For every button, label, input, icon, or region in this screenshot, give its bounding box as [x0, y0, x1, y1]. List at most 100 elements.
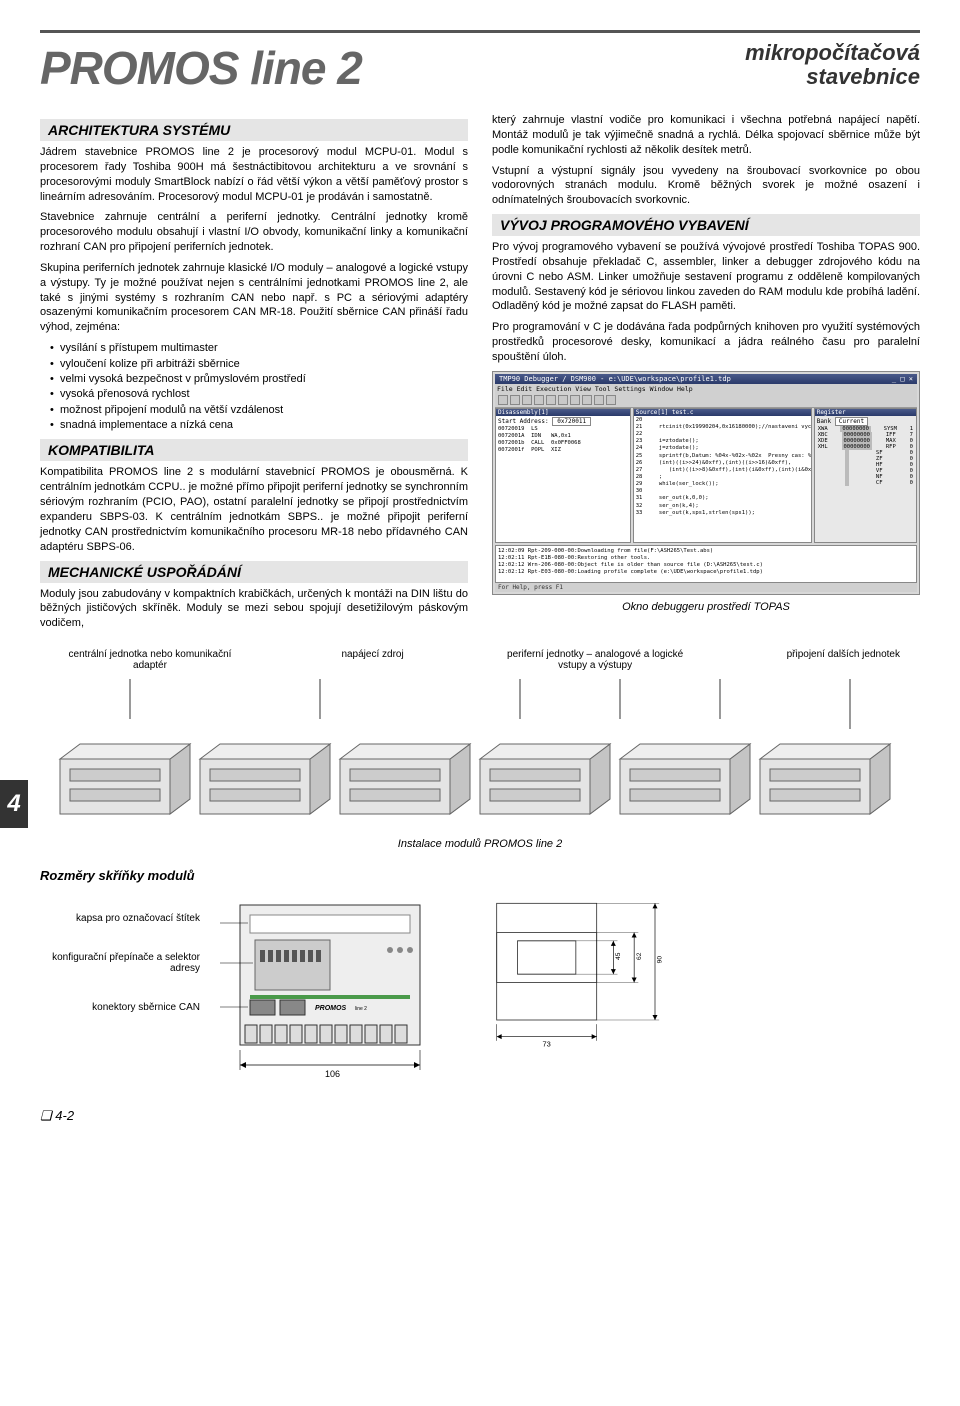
para: Vstupní a výstupní signály jsou vyvedeny…: [492, 164, 920, 209]
right-column: který zahrnuje vlastní vodiče pro komuni…: [492, 113, 920, 637]
tool-btn[interactable]: [606, 395, 616, 405]
tool-btn[interactable]: [582, 395, 592, 405]
src-line: 27 (int)((i>>8)&0xff),(int)(i&0xff),(int…: [636, 467, 809, 474]
src-line: 21 rtcinit(0x19990204,0x16180000);//nast…: [636, 424, 809, 431]
tool-btn[interactable]: [534, 395, 544, 405]
log-line: 12:02:12 Rpt-E03-080-00:Loading profile …: [498, 569, 914, 576]
modules-svg: [40, 679, 920, 829]
log-line: 12:02:12 Wrn-206-080-00:Object file is o…: [498, 562, 914, 569]
disassembly-pane: Disassembly[1] Start Address: 0x720011 0…: [495, 408, 631, 543]
src-line: 25 sprintf(b,Datum: %04x-%02x-%02x Presn…: [636, 453, 809, 460]
dim-label: kapsa pro označovací štítek: [40, 913, 200, 924]
dimensions-section: Rozměry skříňky modulů kapsa pro označov…: [40, 868, 920, 1088]
start-addr-input[interactable]: 0x720011: [552, 417, 591, 426]
log-line: 12:02:09 Rpt-209-000-00:Downloading from…: [498, 548, 914, 555]
disasm-line: 0072001f POPL XIZ: [498, 447, 628, 454]
register-pane: Register Bank Current XWA00000000SYSM1 X…: [814, 408, 917, 543]
src-line: 26 (int)((i>>24)&0xff),(int)((i>>16)&0xf…: [636, 460, 809, 467]
dim-title: Rozměry skříňky modulů: [40, 868, 920, 883]
tool-btn[interactable]: [510, 395, 520, 405]
disasm-line: 0072001A IDN WA,0x1: [498, 433, 628, 440]
para: Moduly jsou zabudovány v kompaktních kra…: [40, 587, 468, 632]
src-line: 30: [636, 488, 809, 495]
toolbar: [495, 394, 917, 408]
dim-106: 106: [325, 1069, 340, 1079]
src-line: 29 while(ser_lock());: [636, 481, 809, 488]
para: Pro programování v C je dodávána řada po…: [492, 320, 920, 365]
pane-title: Register: [815, 409, 916, 416]
modules-caption: Instalace modulů PROMOS line 2: [40, 838, 920, 850]
para: který zahrnuje vlastní vodiče pro komuni…: [492, 113, 920, 158]
src-line: 32 ser_on(k,4);: [636, 503, 809, 510]
disasm-line: 0072001b CALL 0x0FF0068: [498, 440, 628, 447]
bullet: vysoká přenosová rychlost: [50, 387, 468, 402]
fig-label: centrální jednotka nebo komunikační adap…: [60, 649, 240, 671]
front-view: PROMOS line 2: [220, 895, 460, 1088]
tool-btn[interactable]: [522, 395, 532, 405]
pane-title: Disassembly[1]: [496, 409, 630, 416]
dim-labels: kapsa pro označovací štítek konfigurační…: [40, 895, 200, 1013]
menu-bar[interactable]: File Edit Execution View Tool Settings W…: [495, 384, 917, 394]
dim-label: konfigurační přepínače a selektor adresy: [40, 952, 200, 974]
modules-figure: [40, 679, 920, 832]
section-mechanicke: MECHANICKÉ USPOŘÁDÁNÍ: [40, 561, 468, 583]
log-pane: 12:02:09 Rpt-209-000-00:Downloading from…: [495, 545, 917, 583]
window-titlebar: TMP90 Debugger / DSM900 - e:\UDE\workspa…: [495, 374, 917, 384]
bullet: vysílání s přístupem multimaster: [50, 341, 468, 356]
left-column: ARCHITEKTURA SYSTÉMU Jádrem stavebnice P…: [40, 113, 468, 637]
dim-90: 90: [657, 956, 664, 964]
dim-label: konektory sběrnice CAN: [40, 1002, 200, 1013]
side-page-num: 4: [0, 780, 28, 828]
side-view: 73 45 62 90: [480, 895, 680, 1056]
source-pane: Source[1] test.c 20 21 rtcinit(0x1999020…: [633, 408, 812, 543]
log-line: 12:02:11 Rpt-E1B-080-00:Restoring other …: [498, 555, 914, 562]
bullet: snadná implementace a nízká cena: [50, 418, 468, 433]
src-line: 20: [636, 417, 809, 424]
src-line: 28 ;: [636, 474, 809, 481]
footer-page: ❏ 4-2: [40, 1108, 920, 1124]
window-title: TMP90 Debugger / DSM900 - e:\UDE\workspa…: [499, 375, 731, 383]
src-line: 22: [636, 431, 809, 438]
statusbar: For Help, press F1: [495, 583, 917, 592]
disasm-line: 00720019 LS: [498, 426, 628, 433]
bullet: možnost připojení modulů na větší vzdále…: [50, 403, 468, 418]
logo-text: PROMOS: [315, 1005, 346, 1012]
title-main: PROMOS line 2: [40, 41, 362, 95]
screenshot-caption: Okno debuggeru prostředí TOPAS: [492, 601, 920, 613]
tool-btn[interactable]: [594, 395, 604, 405]
para: Pro vývoj programového vybavení se použí…: [492, 240, 920, 314]
tool-btn[interactable]: [498, 395, 508, 405]
tool-btn[interactable]: [570, 395, 580, 405]
window-controls[interactable]: _ □ ×: [892, 375, 913, 383]
top-divider: [40, 30, 920, 33]
para: Kompatibilita PROMOS line 2 s modulární …: [40, 465, 468, 554]
dim-45: 45: [615, 952, 622, 960]
fig-label: napájecí zdroj: [341, 649, 403, 671]
bank-select[interactable]: Current: [835, 417, 868, 426]
dim-62: 62: [636, 952, 643, 960]
tool-btn[interactable]: [546, 395, 556, 405]
para: Jádrem stavebnice PROMOS line 2 je proce…: [40, 145, 468, 204]
bullet: vyloučení kolize při arbitráži sběrnice: [50, 357, 468, 372]
src-line: 33 ser_out(k,sps1,strlen(sps1));: [636, 510, 809, 517]
tool-btn[interactable]: [558, 395, 568, 405]
logo-sub: line 2: [355, 1006, 367, 1012]
para: Skupina periferních jednotek zahrnuje kl…: [40, 261, 468, 335]
dim-73: 73: [543, 1040, 551, 1049]
header: PROMOS line 2 mikropočítačová stavebnice: [40, 41, 920, 95]
reg-row: CF0: [817, 480, 914, 486]
section-kompatibilita: KOMPATIBILITA: [40, 439, 468, 461]
src-line: 23 i=ztodate();: [636, 438, 809, 445]
fig-label: periferní jednotky – analogové a logické…: [505, 649, 685, 671]
bullet-list: vysílání s přístupem multimaster vylouče…: [40, 341, 468, 433]
para: Stavebnice zahrnuje centrální a perifern…: [40, 210, 468, 255]
src-line: 24 j=ztodate();: [636, 445, 809, 452]
fig-label: připojení dalších jednotek: [787, 649, 900, 671]
src-line: 31 ser_out(k,0,0);: [636, 495, 809, 502]
pane-title: Source[1] test.c: [634, 409, 811, 416]
debugger-screenshot: TMP90 Debugger / DSM900 - e:\UDE\workspa…: [492, 371, 920, 595]
section-vyvoj: VÝVOJ PROGRAMOVÉHO VYBAVENÍ: [492, 214, 920, 236]
section-architektura: ARCHITEKTURA SYSTÉMU: [40, 119, 468, 141]
figure-labels: centrální jednotka nebo komunikační adap…: [40, 649, 920, 671]
bullet: velmi vysoká bezpečnost v průmyslovém pr…: [50, 372, 468, 387]
